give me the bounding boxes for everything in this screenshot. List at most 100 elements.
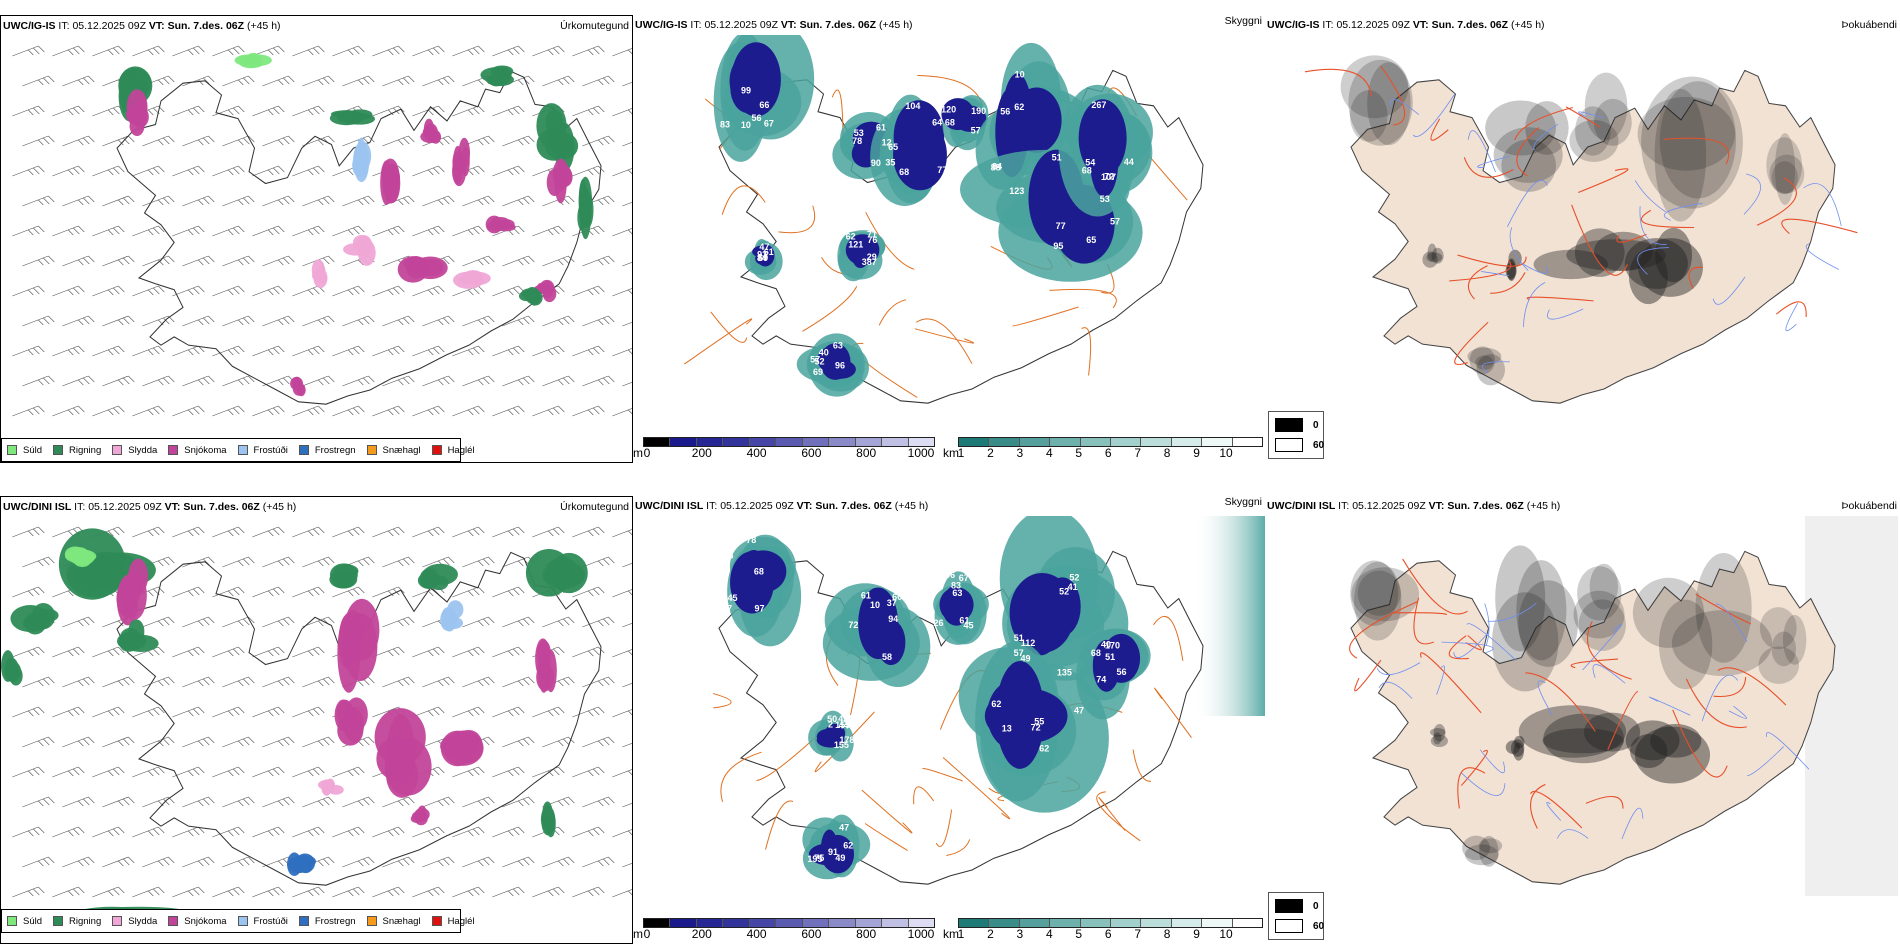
wind-barb: [252, 285, 285, 297]
visibility-value-label: 57: [1014, 648, 1024, 658]
it-value: 05.12.2025 09Z: [720, 500, 794, 512]
wind-barb: [492, 586, 525, 598]
legend-item: Frostúði: [237, 916, 288, 927]
wind-barb: [62, 75, 95, 87]
precip-area: [337, 598, 380, 693]
precip-map[interactable]: [1, 36, 632, 438]
colorbar-segment: [696, 438, 724, 446]
legend-swatch: [431, 916, 442, 926]
wind-barb: [252, 526, 285, 538]
wind-barb: [102, 736, 135, 748]
river: [1441, 641, 1494, 654]
wind-barb: [102, 135, 135, 147]
road: [1049, 288, 1117, 309]
wind-barb: [502, 736, 535, 748]
road: [1465, 635, 1482, 651]
wind-barb: [22, 676, 55, 688]
wind-barb: [212, 285, 245, 297]
precip-area: [410, 805, 430, 826]
precip-area: [64, 546, 97, 568]
legend-label: Súld: [23, 915, 43, 927]
river: [1766, 732, 1810, 770]
wind-barb: [612, 769, 632, 778]
wind-barb: [252, 646, 285, 658]
road: [1081, 327, 1092, 376]
legend-item: Slydda: [112, 445, 157, 456]
wind-barb: [12, 886, 45, 898]
visibility-map[interactable]: 99 78 85 57 88 65 68 71 63 61 10 35 64 49 51 53 44 62 57 47…: [633, 35, 1265, 437]
wind-barb: [582, 135, 615, 147]
colorbar-tick: 3: [1016, 927, 1024, 941]
wind-barb: [252, 706, 285, 718]
legend-item: Rigning: [53, 916, 101, 927]
wind-barb: [572, 766, 605, 778]
road: [684, 318, 753, 365]
wind-barb: [172, 405, 205, 417]
legend-label: Snæhagl: [382, 915, 421, 927]
wind-barb: [542, 195, 575, 207]
wind-barb: [132, 45, 165, 57]
precip-area: [343, 234, 376, 266]
wind-barb: [622, 802, 632, 808]
river: [1728, 705, 1748, 719]
wind-barb: [292, 826, 325, 838]
colorbar-segment: [749, 438, 777, 446]
wind-barb: [492, 285, 525, 297]
visibility-value-label: 77: [1056, 221, 1066, 231]
legend-item: Haglél: [431, 445, 475, 456]
river: [1479, 749, 1505, 774]
precip-area: [420, 118, 442, 144]
wind-barb: [542, 796, 575, 808]
wind-barb: [462, 616, 495, 628]
visibility-value-label: 66: [759, 100, 769, 110]
wind-barb: [292, 766, 325, 778]
panel-header: UWC/DINI ISL IT: 05.12.2025 09Z VT: Sun.…: [3, 501, 296, 513]
wind-barb: [572, 526, 605, 538]
visibility-value-label: 121: [848, 240, 863, 250]
fog-map[interactable]: [1265, 35, 1898, 437]
river: [1634, 180, 1666, 213]
road: [802, 286, 858, 332]
wind-barb: [372, 285, 405, 297]
road: [915, 318, 973, 364]
wind-barb: [492, 826, 525, 838]
wind-barb: [92, 405, 125, 417]
precip-map[interactable]: [1, 517, 632, 919]
visibility-panel-top: UWC/IG-IS IT: 05.12.2025 09Z VT: Sun. 7.…: [633, 15, 1265, 463]
colorbar-segment: [1141, 438, 1172, 446]
wind-barb: [22, 375, 55, 387]
precip-area: [518, 286, 543, 306]
colorbar-segment: [959, 919, 990, 927]
river: [1467, 130, 1496, 173]
model-name: UWC/IG-IS: [3, 20, 56, 32]
legend-swatch: [112, 445, 123, 455]
wind-barb: [142, 75, 175, 87]
wind-barb: [412, 225, 445, 237]
wind-barb: [612, 529, 632, 538]
visibility-map[interactable]: 62 61 83 49 47 45 91 56 68 10 67 57 62 50 49 68 45 60 63 11…: [633, 516, 1265, 918]
colorbar-tick: 0: [643, 446, 651, 460]
visibility-labels: 99 78 85 57 88 65 68 71 63 61 10 35 64 49 51 53 44 62 57 47…: [720, 69, 1134, 376]
visibility-value-label: 78: [852, 136, 862, 146]
colorbar-segment: [670, 919, 697, 927]
it-label: IT:: [58, 20, 70, 32]
river: [1582, 623, 1622, 671]
wind-barb: [52, 706, 85, 718]
road: [1663, 137, 1730, 165]
wind-barb: [502, 75, 535, 87]
wind-barb: [572, 586, 605, 598]
wind-barb: [342, 195, 375, 207]
wind-barb: [292, 165, 325, 177]
it-label: IT:: [1338, 500, 1350, 512]
fog-map[interactable]: [1265, 516, 1898, 918]
visibility-value-label: 26: [933, 618, 943, 628]
visibility-value-label: 75: [814, 853, 824, 863]
visibility-value-label: 35: [885, 158, 895, 168]
visibility-value-label: 62: [991, 699, 1001, 709]
colorbar-segment: [908, 438, 934, 446]
model-name: UWC/IG-IS: [1267, 19, 1320, 31]
wind-barb: [462, 255, 495, 267]
precip-area: [290, 376, 306, 397]
wind-barb: [252, 826, 285, 838]
wind-barb: [412, 706, 445, 718]
